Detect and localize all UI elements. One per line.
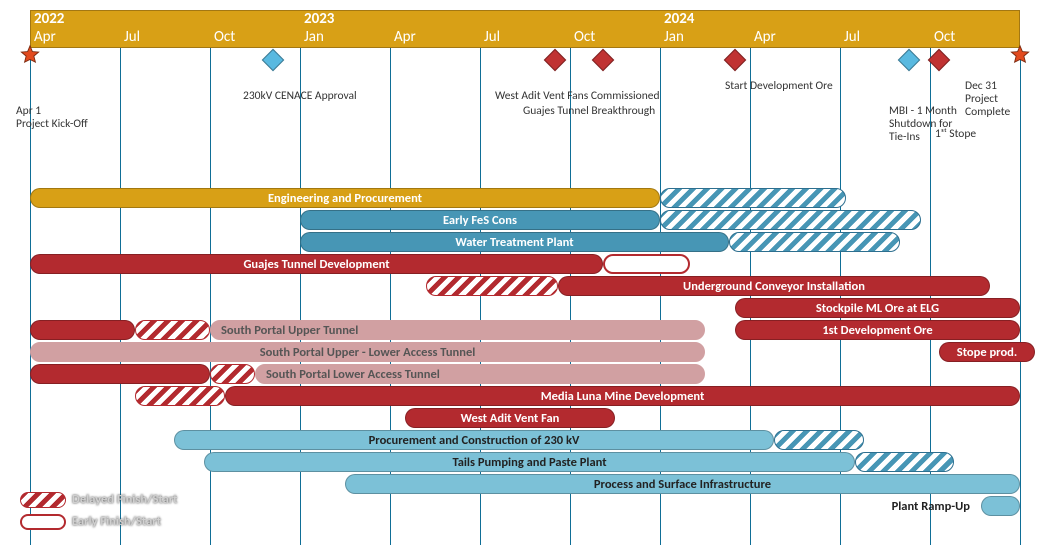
gantt-bar-label: West Adit Vent Fan	[457, 411, 564, 426]
gantt-bar	[30, 364, 210, 384]
gantt-bar	[855, 452, 954, 472]
diamond-milestone-icon	[898, 49, 921, 72]
milestone-label: Apr 1Project Kick-Off	[16, 105, 88, 131]
gantt-bar-label: Engineering and Procurement	[264, 191, 426, 206]
timeline-header	[30, 10, 1020, 48]
month-label: Oct	[934, 28, 955, 46]
gridline	[120, 48, 121, 545]
gantt-bar-label: 1st Development Ore	[818, 323, 936, 338]
gantt-bar	[774, 430, 864, 450]
gantt-bar: Plant Ramp-Up	[981, 496, 1020, 516]
gantt-bar	[426, 276, 558, 296]
gantt-bar	[603, 254, 690, 274]
milestone-label: West Adit Vent Fans Commissioned	[495, 90, 660, 103]
milestone-label: Start Development Ore	[725, 80, 833, 93]
month-label: Jan	[304, 28, 324, 46]
gantt-bar	[30, 320, 135, 340]
gantt-bar: Stope prod.	[939, 342, 1035, 362]
gantt-bar-label: Stope prod.	[953, 345, 1021, 360]
milestone-label: 230kV CENACE Approval	[243, 90, 357, 103]
month-label: Jan	[664, 28, 684, 46]
gantt-bar	[135, 386, 225, 406]
diamond-milestone-icon	[592, 49, 615, 72]
gantt-bar: Tails Pumping and Paste Plant	[204, 452, 855, 472]
year-label: 2023	[304, 10, 334, 28]
gantt-bar-label: Underground Conveyor Installation	[679, 279, 869, 294]
gantt-bar: West Adit Vent Fan	[405, 408, 615, 428]
gantt-bar-label: Process and Surface Infrastructure	[590, 477, 775, 492]
month-label: Jul	[484, 28, 500, 46]
milestone-label: 1ˢᵗ Stope	[935, 128, 976, 141]
diamond-milestone-icon	[262, 49, 285, 72]
year-label: 2024	[664, 10, 694, 28]
gantt-bar	[135, 320, 210, 340]
legend-swatch	[20, 514, 66, 530]
gantt-bar: Underground Conveyor Installation	[558, 276, 990, 296]
timeline-chart: 202220232024AprJulOctJanAprJulOctJanAprJ…	[30, 10, 1020, 545]
gantt-bar: Stockpile ML Ore at ELG	[735, 298, 1020, 318]
month-label: Apr	[754, 28, 776, 46]
milestone-label: Guajes Tunnel Breakthrough	[523, 105, 655, 118]
gantt-bar-label: South Portal Upper Tunnel	[211, 323, 362, 338]
year-label: 2022	[34, 10, 64, 28]
gantt-bar-label: Stockpile ML Ore at ELG	[812, 301, 943, 316]
gantt-bar: South Portal Upper Tunnel	[210, 320, 705, 340]
diamond-milestone-icon	[544, 49, 567, 72]
gantt-bar	[660, 188, 846, 208]
gantt-bar-label: South Portal Upper - Lower Access Tunnel	[256, 345, 480, 360]
gantt-bar: Media Luna Mine Development	[225, 386, 1020, 406]
gantt-bar-label: Early FeS Cons	[439, 213, 521, 228]
gantt-bar: South Portal Upper - Lower Access Tunnel	[30, 342, 705, 362]
milestone-label: Dec 31Project Complete	[965, 80, 1020, 120]
gantt-bar-label: Guajes Tunnel Development	[239, 257, 393, 272]
gantt-bar: Procurement and Construction of 230 kV	[174, 430, 774, 450]
gantt-bar: Engineering and Procurement	[30, 188, 660, 208]
star-milestone-icon	[1009, 44, 1031, 66]
gantt-bar	[660, 210, 921, 230]
gantt-bar: Water Treatment Plant	[300, 232, 729, 252]
month-label: Oct	[214, 28, 235, 46]
gantt-bar: Guajes Tunnel Development	[30, 254, 603, 274]
gantt-bar: Early FeS Cons	[300, 210, 660, 230]
gantt-bar-label: Water Treatment Plant	[451, 235, 577, 250]
month-label: Oct	[574, 28, 595, 46]
diamond-milestone-icon	[928, 49, 951, 72]
diamond-milestone-icon	[724, 49, 747, 72]
gantt-bar	[210, 364, 255, 384]
legend-label: Early Finish/Start	[72, 514, 161, 529]
gantt-bar-label: Tails Pumping and Paste Plant	[448, 455, 610, 470]
star-milestone-icon	[19, 44, 41, 66]
month-label: Jul	[844, 28, 860, 46]
gantt-bar: 1st Development Ore	[735, 320, 1020, 340]
gridline	[1020, 48, 1021, 545]
month-label: Apr	[394, 28, 416, 46]
gantt-bar: South Portal Lower Access Tunnel	[255, 364, 705, 384]
gantt-bar	[729, 232, 900, 252]
gantt-bar-label: Media Luna Mine Development	[537, 389, 709, 404]
month-label: Jul	[124, 28, 140, 46]
legend-label: Delayed Finish/Start	[72, 492, 178, 507]
gantt-bar-label: South Portal Lower Access Tunnel	[256, 367, 444, 382]
legend-swatch	[20, 492, 66, 508]
gantt-bar-label: Procurement and Construction of 230 kV	[365, 433, 584, 448]
gantt-bar: Process and Surface Infrastructure	[345, 474, 1020, 494]
